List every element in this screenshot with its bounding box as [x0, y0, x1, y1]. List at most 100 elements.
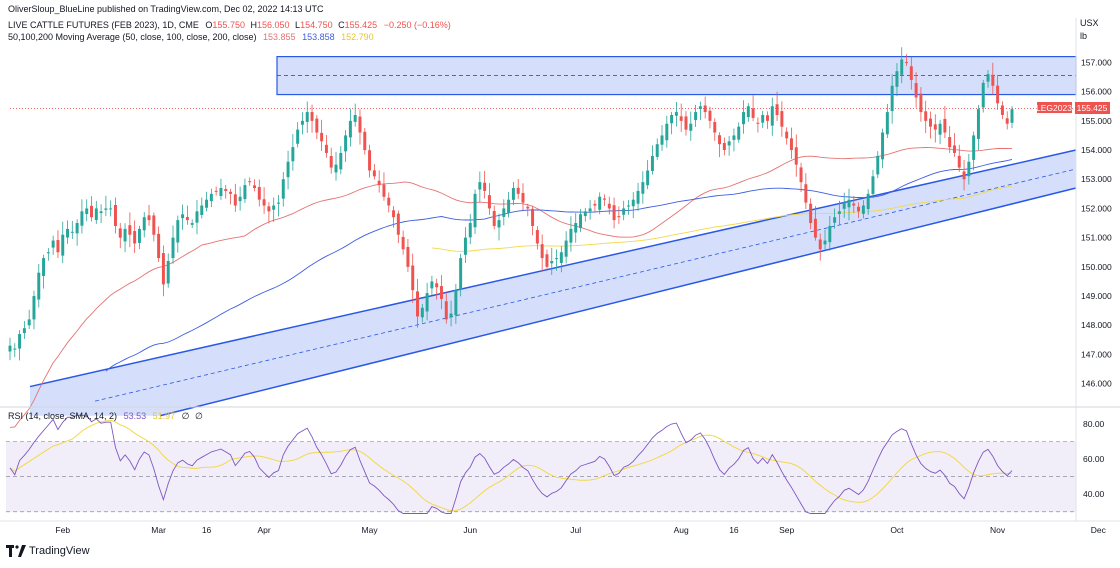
candle-body	[742, 112, 745, 124]
candle-body	[790, 138, 793, 150]
candle-body	[848, 200, 851, 208]
candle-body	[172, 238, 175, 258]
candle-body	[982, 83, 985, 108]
candle-body	[526, 207, 529, 209]
candle-body	[483, 183, 486, 191]
candle-body	[335, 165, 338, 173]
candle-body	[339, 153, 342, 169]
ohlc-c-value: 155.425	[345, 20, 378, 30]
time-tick-label: Apr	[257, 525, 270, 535]
candle-body	[1006, 118, 1009, 123]
candle-body	[665, 124, 668, 140]
candle-body	[646, 170, 649, 185]
candle-body	[191, 223, 194, 225]
candle-body	[910, 66, 913, 80]
candle-body	[421, 308, 424, 318]
candle-body	[402, 237, 405, 249]
candle-body	[454, 290, 457, 315]
ohlc-o-label: O	[205, 20, 212, 30]
candle-body	[891, 86, 894, 111]
candle-body	[924, 111, 927, 121]
price-tick-label: 147.000	[1081, 349, 1112, 359]
candle-body	[584, 211, 587, 216]
tradingview-logo-icon	[6, 545, 26, 557]
candle-body	[349, 121, 352, 138]
candle-body	[219, 188, 222, 196]
price-tick-label: 150.000	[1081, 262, 1112, 272]
brand-text: TradingView	[29, 545, 90, 557]
candle-body	[167, 261, 170, 283]
candle-body	[761, 115, 764, 123]
candle-body	[603, 199, 606, 200]
price-tick-label: 152.000	[1081, 203, 1112, 213]
candle-body	[181, 214, 184, 218]
candle-body	[133, 231, 136, 243]
candle-body	[641, 182, 644, 194]
ohlc-h-value: 156.050	[257, 20, 290, 30]
candle-body	[224, 189, 227, 191]
candle-body	[469, 223, 472, 237]
price-tick-label: 148.000	[1081, 320, 1112, 330]
candle-body	[507, 200, 510, 213]
time-tick-label: Jul	[570, 525, 581, 535]
rsi-tick-label: 40.00	[1083, 489, 1105, 499]
candle-body	[565, 241, 568, 257]
candle-body	[143, 217, 146, 230]
candle-body	[900, 60, 903, 75]
candle-body	[90, 206, 93, 217]
legend-line-2: 50,100,200 Moving Average (50, close, 10…	[8, 32, 374, 42]
candle-body	[919, 94, 922, 112]
candle-body	[627, 206, 630, 207]
candle-body	[977, 109, 980, 139]
time-tick-label: 16	[729, 525, 739, 535]
candle-body	[905, 62, 908, 63]
legend-line-1: LIVE CATTLE FUTURES (FEB 2023), 1D, CME …	[8, 20, 451, 30]
candle-body	[800, 167, 803, 182]
candle-body	[723, 143, 726, 150]
candle-body	[708, 111, 711, 121]
last-price-text: 155.425	[1077, 103, 1108, 113]
candle-body	[416, 291, 419, 316]
time-tick-label: 16	[202, 525, 212, 535]
candle-body	[200, 206, 203, 215]
ma50-value: 153.855	[263, 32, 296, 42]
candle-body	[747, 106, 750, 117]
candle-body	[392, 210, 395, 217]
ohlc-change: −0.250 (−0.16%)	[384, 20, 451, 30]
price-tick-label: 153.000	[1081, 174, 1112, 184]
currency-label: USX	[1080, 18, 1099, 28]
candle-body	[378, 181, 381, 185]
candle-body	[426, 293, 429, 311]
rsi-legend: RSI (14, close, SMA, 14, 2) 53.53 51.97 …	[8, 411, 203, 421]
candle-body	[215, 191, 218, 192]
candle-body	[498, 220, 501, 227]
candle-body	[474, 194, 477, 227]
candle-body	[637, 191, 640, 204]
candle-body	[608, 204, 611, 209]
candle-body	[939, 124, 942, 135]
candle-body	[632, 200, 635, 207]
candle-body	[95, 208, 98, 220]
candle-body	[56, 240, 59, 252]
candle-body	[152, 215, 155, 234]
candle-body	[114, 205, 117, 226]
candle-body	[555, 258, 558, 259]
time-tick-label: Oct	[890, 525, 904, 535]
ohlc-l-value: 154.750	[300, 20, 333, 30]
candle-body	[929, 119, 932, 127]
candle-body	[987, 74, 990, 82]
candle-body	[876, 156, 879, 175]
price-tick-label: 156.000	[1081, 87, 1112, 97]
unit-label: lb	[1080, 31, 1087, 41]
tradingview-footer[interactable]: TradingView	[6, 545, 90, 557]
candle-body	[363, 132, 366, 150]
candle-body	[71, 232, 74, 233]
rsi-sma-value: 51.97	[153, 411, 176, 421]
candle-body	[728, 141, 731, 145]
candle-body	[1001, 105, 1004, 115]
candle-body	[958, 156, 961, 168]
time-tick-label: Aug	[674, 525, 689, 535]
price-tick-label: 154.000	[1081, 145, 1112, 155]
